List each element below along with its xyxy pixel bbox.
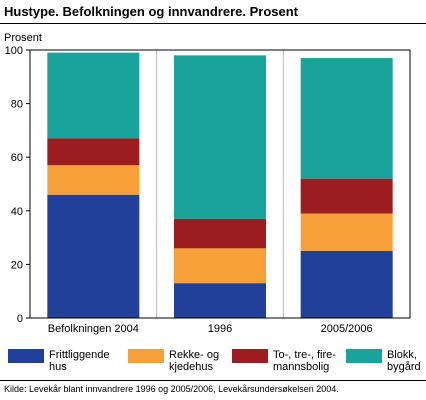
title-divider: [0, 23, 426, 24]
legend-item: To-, tre-, fire- mannsbolig: [232, 349, 336, 373]
bar-segment: [300, 58, 393, 179]
legend-label: Blokk, bygård: [387, 349, 421, 373]
bars-layer: [47, 52, 393, 318]
legend-item: Frittliggende hus: [8, 349, 110, 373]
y-tick-label: 100: [5, 45, 23, 57]
bar-segment: [174, 55, 266, 219]
x-tick-label: 1996: [208, 323, 232, 335]
bar-segment: [300, 213, 393, 251]
bar-segment: [174, 283, 266, 318]
bar-segment: [174, 248, 266, 284]
plot-frame: [29, 49, 411, 319]
source-divider: [0, 380, 426, 381]
legend-label: Frittliggende hus: [49, 349, 110, 373]
bar-segment: [47, 138, 140, 166]
legend-label: Rekke- og kjedehus: [169, 349, 220, 373]
legend-item: Rekke- og kjedehus: [128, 349, 219, 373]
bar-segment: [300, 251, 393, 318]
legend-item: Blokk, bygård: [346, 349, 421, 373]
axis-layer: Befolkningen 2004 1996 2005/2006 0 20 40 60 80 1…: [5, 45, 411, 335]
legend-swatch: [232, 349, 268, 363]
y-tick-label: 20: [11, 259, 23, 271]
legend-swatch: [346, 349, 382, 363]
x-tick-label: Befolkningen 2004: [48, 323, 139, 335]
grid-layer: [156, 50, 284, 318]
bar-segment: [47, 194, 140, 318]
legend-swatch: [8, 349, 44, 363]
y-tick-label: 80: [11, 99, 23, 111]
legend-label: To-, tre-, fire- mannsbolig: [273, 349, 336, 373]
y-tick-label: 60: [11, 152, 23, 164]
y-tick-label: 40: [11, 206, 23, 218]
chart-title: Hustype. Befolkningen og innvandrere. Pr…: [4, 4, 298, 19]
stacked-bar-chart: Prosent Befolkningen 2004 1996 2005/2006 0 2…: [4, 32, 411, 335]
bar-segment: [300, 178, 393, 214]
bar-segment: [174, 218, 266, 249]
y-axis-label: Prosent: [4, 32, 42, 44]
source-note: Kilde: Levekår blant innvandrere 1996 og…: [4, 384, 339, 394]
x-tick-label: 2005/2006: [321, 323, 373, 335]
bar-segment: [47, 165, 140, 195]
y-tick-label: 0: [17, 313, 23, 325]
bar-segment: [47, 52, 140, 139]
legend-swatch: [128, 349, 164, 363]
